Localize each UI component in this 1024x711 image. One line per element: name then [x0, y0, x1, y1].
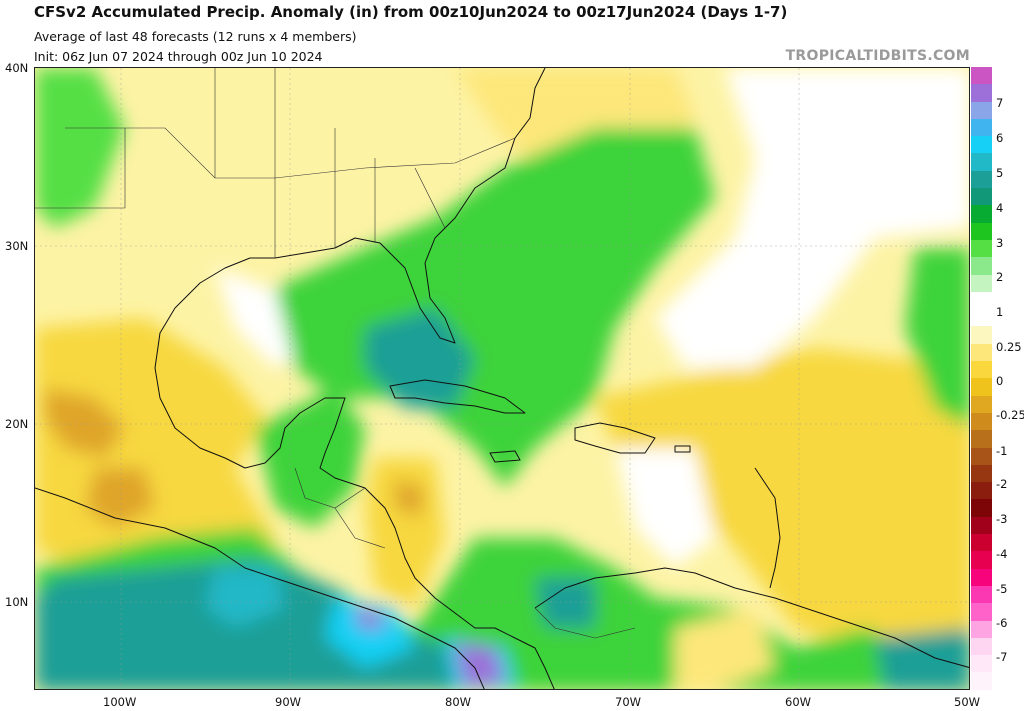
political-borders: [35, 68, 636, 639]
colorbar-swatch: [971, 343, 992, 362]
colorbar-swatch: [971, 291, 992, 310]
nw-caribbean-dry-core: [395, 478, 425, 518]
colorbar-tick-label: -6: [996, 616, 1008, 630]
brand-watermark: TROPICALTIDBITS.COM: [785, 48, 970, 64]
colorbar-swatch: [971, 222, 992, 240]
lat-label-20n: 20N: [5, 417, 29, 431]
venezuela-dry: [675, 608, 775, 689]
colorbar-swatch: [971, 655, 992, 673]
colorbar-swatch: [971, 585, 992, 604]
colorbar-swatch: [971, 274, 992, 292]
colorbar-swatch: [971, 412, 992, 431]
atlantic-dry-area: [595, 348, 969, 688]
colorbar-tick-label: 3: [996, 236, 1004, 250]
colorbar-swatch: [971, 603, 992, 621]
colorbar: [971, 67, 992, 690]
guyana-heavy: [875, 628, 969, 689]
colorbar-swatch: [971, 637, 992, 656]
colorbar-tick-label: 6: [996, 131, 1004, 145]
colorbar-tick-label: 5: [996, 166, 1004, 180]
extreme-core-1: [355, 608, 385, 628]
precip-anomaly-map: [34, 67, 970, 690]
colorbar-tick-label: -7: [996, 650, 1008, 664]
colorbar-tick-label: 7: [996, 96, 1004, 110]
cuba-outline: [389, 379, 526, 414]
lon-label-90w: 90W: [275, 695, 302, 709]
central-america-wet: [255, 388, 365, 528]
colorbar-tick-label: 0.25: [996, 340, 1022, 354]
pacific-core-2: [325, 598, 415, 668]
caribbean-neutral-area: [615, 448, 715, 568]
colorbar-tick-label: -1: [996, 444, 1008, 458]
colorbar-swatch: [971, 257, 992, 275]
graticule: [35, 68, 969, 689]
colorbar-swatch: [971, 672, 992, 690]
colorbar-swatch: [971, 568, 992, 586]
lat-label-10n: 10N: [5, 595, 29, 609]
jamaica-outline: [489, 450, 521, 463]
colorbar-swatch: [971, 378, 992, 396]
lon-label-80w: 80W: [445, 695, 472, 709]
colorbar-swatch: [971, 84, 992, 102]
colorbar-swatch: [971, 361, 992, 379]
southeast-wet-area: [275, 128, 715, 488]
colorbar-swatch: [971, 101, 992, 119]
hispaniola-outline: [574, 422, 656, 454]
colorbar-swatch: [971, 464, 992, 483]
colorbar-swatch: [971, 136, 992, 154]
colorbar-swatch: [971, 153, 992, 171]
anomaly-shading: [35, 68, 969, 689]
extreme-core-2: [455, 643, 505, 688]
colorbar-swatch: [971, 118, 992, 137]
colorbar-tick-label: -2: [996, 477, 1008, 491]
colorbar-tick-label: 2: [996, 270, 1004, 284]
colorbar-tick-label: 4: [996, 201, 1004, 215]
colorbar-swatch: [971, 309, 992, 327]
colorbar-tick-label: -3: [996, 512, 1008, 526]
colombia-heavy: [535, 578, 595, 628]
colorbar-tick-label: -4: [996, 547, 1008, 561]
lat-label-30n: 30N: [5, 239, 29, 253]
puerto-rico-outline: [674, 445, 691, 453]
colorbar-swatch: [971, 170, 992, 189]
colorbar-swatch: [971, 516, 992, 535]
map-title: CFSv2 Accumulated Precip. Anomaly (in) f…: [34, 3, 788, 21]
lon-label-50w: 50W: [954, 695, 981, 709]
colorbar-swatch: [971, 67, 992, 85]
colorbar-swatch: [971, 551, 992, 569]
lat-label-40n: 40N: [5, 61, 29, 75]
colorbar-swatch: [971, 499, 992, 517]
colorbar-swatch: [971, 205, 992, 223]
colorbar-swatch: [971, 534, 992, 552]
init-time: Init: 06z Jun 07 2024 through 00z Jun 10…: [34, 49, 323, 64]
lon-label-70w: 70W: [615, 695, 642, 709]
lesser-antilles: [754, 467, 781, 589]
colorbar-swatch: [971, 239, 992, 258]
nw-caribbean-dry: [365, 458, 445, 608]
lon-label-100w: 100W: [103, 695, 137, 709]
atlantic-neutral-band: [655, 68, 969, 368]
colorbar-swatch: [971, 482, 992, 500]
lon-label-60w: 60W: [785, 695, 812, 709]
mexico-dry-core: [45, 388, 125, 458]
texas-wet-area: [35, 68, 125, 228]
map-subtitle: Average of last 48 forecasts (12 runs x …: [34, 29, 357, 44]
coastlines: [35, 68, 969, 689]
colorbar-swatch: [971, 188, 992, 206]
colorbar-swatch: [971, 395, 992, 413]
colorbar-swatch: [971, 430, 992, 448]
colorbar-swatch: [971, 620, 992, 638]
colorbar-swatch: [971, 447, 992, 465]
pacific-core-1: [205, 568, 285, 628]
map-canvas: [35, 68, 969, 689]
colorbar-swatch: [971, 326, 992, 344]
central-atlantic-wet: [905, 248, 969, 427]
colorbar-tick-label: -0.25: [996, 408, 1024, 422]
colorbar-tick-label: 1: [996, 305, 1004, 319]
colorbar-tick-label: -5: [996, 582, 1008, 596]
colorbar-tick-label: 0: [996, 374, 1004, 388]
